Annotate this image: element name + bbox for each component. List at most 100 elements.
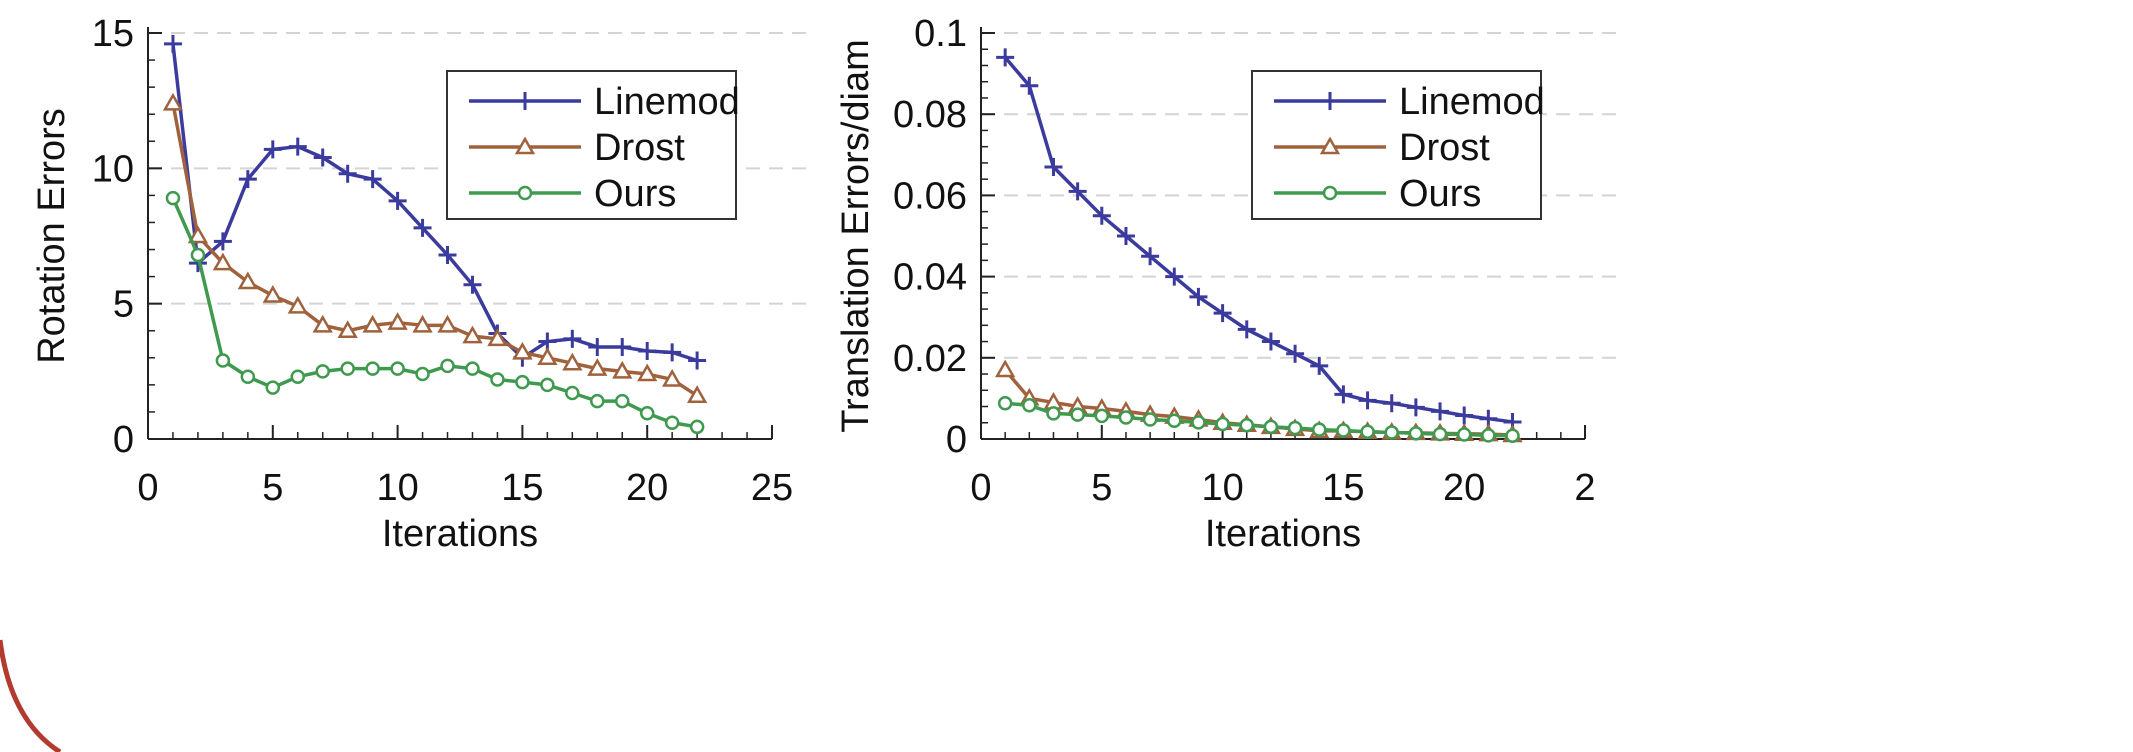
x-tick-label: 20 — [1443, 467, 1485, 509]
data-point-drost — [337, 320, 358, 338]
data-point-linemod — [288, 137, 307, 156]
corner-arc-decoration — [0, 639, 62, 752]
data-point-ours — [165, 190, 181, 206]
data-point-linemod — [1068, 182, 1087, 201]
x-tick-label: 0 — [137, 467, 158, 509]
data-point-drost — [237, 271, 258, 290]
data-point-ours — [1239, 417, 1255, 433]
x-tick-label: 10 — [1201, 467, 1243, 509]
data-point-ours — [490, 372, 505, 387]
legend-label-ours: Ours — [1399, 173, 1481, 215]
data-point-ours — [1481, 428, 1496, 443]
series-line-ours — [1005, 401, 1513, 438]
data-point-linemod — [1310, 356, 1329, 375]
data-point-linemod — [1382, 394, 1401, 413]
data-point-linemod — [1165, 267, 1184, 286]
legend-label-drost: Drost — [1399, 127, 1490, 169]
y-tick-label: 0.06 — [893, 175, 967, 217]
data-point-linemod — [413, 218, 432, 237]
data-point-linemod — [213, 232, 232, 251]
data-point-linemod — [638, 342, 657, 361]
data-point-linemod — [1044, 157, 1063, 176]
rotation-error-chart: 0 5 10 15 0 5 10 15 20 25 Iterations Rotation Error… — [31, 13, 812, 555]
data-point-linemod — [1116, 227, 1135, 245]
data-point-drost — [462, 325, 483, 344]
data-point-linemod — [613, 337, 632, 356]
data-point-ours — [340, 361, 355, 376]
legend-label-ours: Ours — [594, 173, 676, 215]
data-point-ours — [215, 353, 231, 368]
data-point-drost — [637, 363, 658, 382]
data-point-drost — [212, 252, 234, 271]
data-point-ours — [614, 393, 630, 409]
legend-marker-drost — [1319, 136, 1341, 155]
x-axis-label: Iterations — [1205, 513, 1361, 555]
data-point-ours — [515, 374, 530, 390]
legend-marker-ours — [517, 185, 533, 201]
data-point-ours — [190, 247, 206, 263]
data-point-drost — [387, 312, 408, 330]
data-point-linemod — [1261, 332, 1280, 351]
data-point-drost — [187, 225, 209, 244]
data-point-linemod — [663, 343, 682, 362]
data-point-linemod — [688, 351, 707, 370]
data-point-linemod — [388, 191, 407, 210]
data-point-linemod — [1406, 398, 1425, 417]
data-point-ours — [997, 396, 1013, 411]
legend-marker-linemod — [516, 92, 534, 110]
data-point-drost — [686, 385, 708, 403]
data-point-linemod — [1358, 391, 1377, 410]
data-point-ours — [240, 369, 256, 384]
data-point-ours — [1432, 426, 1448, 442]
data-point-ours — [1046, 406, 1061, 421]
y-tick-label: 0 — [113, 419, 134, 461]
y-tick-label: 5 — [113, 284, 134, 326]
y-tick-label: 15 — [92, 13, 134, 55]
data-point-ours — [639, 406, 655, 421]
x-tick-label: 25 — [751, 467, 793, 509]
series-line-ours — [171, 197, 698, 429]
x-tick-label: 10 — [376, 467, 418, 509]
data-point-linemod — [313, 148, 332, 167]
data-point-ours — [1094, 408, 1110, 424]
y-axis-label: Rotation Errors — [31, 108, 73, 364]
data-point-linemod — [588, 337, 607, 356]
data-point-linemod — [1431, 402, 1450, 421]
data-point-drost — [537, 347, 558, 366]
data-point-linemod — [338, 164, 357, 183]
data-point-linemod — [1092, 206, 1111, 225]
data-point-ours — [1384, 425, 1399, 440]
legend-marker-ours — [1322, 185, 1338, 201]
data-point-linemod — [1141, 247, 1160, 266]
data-point-drost — [362, 314, 383, 333]
legend-label-linemod: Linemod — [594, 81, 740, 123]
data-point-linemod — [1334, 385, 1353, 404]
data-point-ours — [1167, 413, 1182, 428]
data-point-linemod — [563, 329, 582, 348]
y-tick-label: 0 — [946, 419, 967, 461]
y-tick-label: 0.02 — [893, 338, 967, 380]
y-tick-label: 0.08 — [893, 94, 967, 136]
translation-error-chart: 0 0.02 0.04 0.06 0.08 0.1 0 5 10 15 20 2 Iterations T… — [835, 13, 1625, 555]
data-point-drost — [612, 360, 633, 379]
series-line-drost — [171, 103, 699, 398]
y-tick-label: 0.1 — [914, 13, 967, 55]
data-point-ours — [1118, 410, 1134, 425]
data-point-ours — [315, 364, 330, 379]
data-point-linemod — [263, 140, 282, 159]
x-tick-label: 20 — [626, 467, 668, 509]
x-tick-label: 0 — [970, 467, 991, 509]
y-tick-label: 10 — [92, 148, 134, 190]
x-tick-label: 2 — [1574, 467, 1595, 509]
data-point-ours — [1456, 427, 1472, 442]
data-point-linemod — [438, 245, 457, 264]
data-point-drost — [562, 352, 583, 371]
data-point-ours — [590, 393, 605, 409]
data-point-linemod — [1189, 287, 1208, 306]
data-point-drost — [662, 368, 683, 387]
data-point-ours — [440, 358, 455, 374]
data-point-linemod — [1286, 344, 1305, 363]
legend-label-drost: Drost — [594, 127, 685, 169]
data-point-drost — [287, 295, 308, 314]
